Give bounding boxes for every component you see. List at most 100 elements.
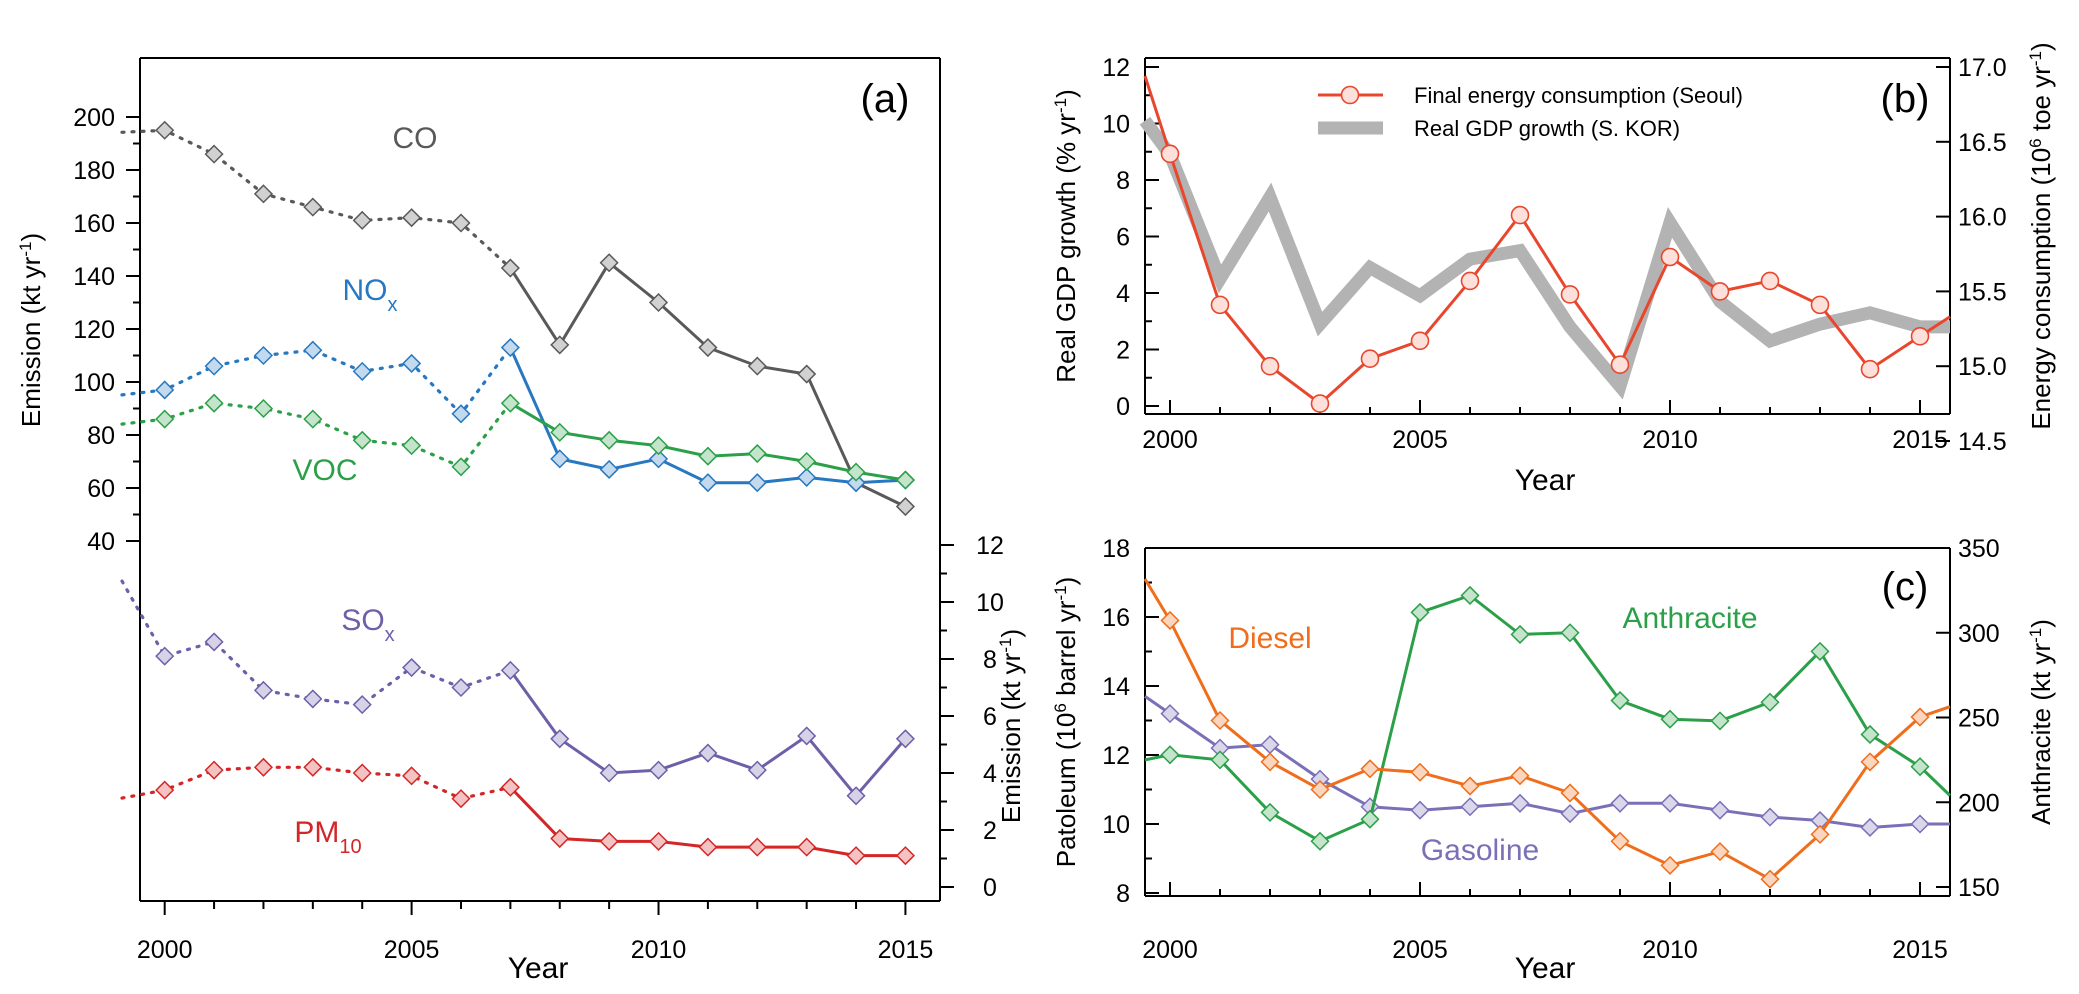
left-tick-label: 8 bbox=[1116, 167, 1130, 195]
point-gasoline bbox=[1510, 793, 1530, 813]
y-axis-left-label: Real GDP growth (% yr-1) bbox=[1051, 89, 1082, 383]
point-anthracite bbox=[1760, 692, 1780, 712]
point-anthracite bbox=[1810, 641, 1830, 661]
point-CO bbox=[451, 213, 471, 233]
point-CO bbox=[303, 197, 323, 217]
point-anthracite bbox=[1160, 745, 1180, 765]
point-anthracite bbox=[1710, 711, 1730, 731]
series-label-NOx: NOx bbox=[343, 274, 398, 316]
point-SOx bbox=[451, 677, 471, 698]
point-NOx bbox=[747, 473, 767, 493]
right-tick-label: 4 bbox=[983, 760, 997, 788]
point-CO bbox=[550, 335, 570, 355]
series-gdp-line bbox=[1139, 116, 1950, 400]
legend-energy-label: Final energy consumption (Seoul) bbox=[1414, 83, 1743, 108]
point-CO bbox=[648, 292, 669, 313]
point-SOx bbox=[204, 632, 224, 652]
right-tick-label: 6 bbox=[983, 703, 997, 731]
y-axis-left-label: Emission (kt yr-1) bbox=[16, 233, 47, 427]
series-CO-dotted bbox=[120, 128, 512, 270]
point-gasoline bbox=[1660, 793, 1680, 813]
series-label-anthracite: Anthracite bbox=[1622, 602, 1757, 635]
left-tick-label: 10 bbox=[1102, 111, 1130, 139]
legend-gdp-label: Real GDP growth (S. KOR) bbox=[1414, 116, 1680, 141]
point-SOx bbox=[747, 760, 767, 780]
point-NOx bbox=[797, 467, 817, 487]
left-tick-label: 18 bbox=[1102, 535, 1130, 563]
point-PM10 bbox=[797, 837, 817, 857]
point-NOx bbox=[204, 356, 224, 376]
point-anthracite bbox=[1260, 802, 1280, 822]
point-NOx bbox=[500, 337, 520, 358]
point-VOC bbox=[846, 462, 866, 482]
point-PM10 bbox=[648, 831, 669, 851]
point-anthracite bbox=[1610, 690, 1630, 711]
left-tick-label: 140 bbox=[73, 263, 115, 291]
point-NOx bbox=[698, 473, 718, 493]
left-tick-label: 120 bbox=[73, 316, 115, 344]
left-tick-label: 80 bbox=[87, 422, 115, 450]
y-axis-left-label: Patoleum (106 barrel yr-1) bbox=[1051, 577, 1082, 868]
point-energy bbox=[1460, 271, 1480, 291]
point-gasoline bbox=[1260, 735, 1280, 755]
point-diesel bbox=[1460, 776, 1480, 796]
point-gasoline bbox=[1760, 807, 1780, 827]
point-gasoline bbox=[1860, 817, 1880, 838]
right-tick-label: 2 bbox=[983, 817, 997, 845]
point-energy bbox=[1210, 295, 1230, 315]
panel-c: 8 10 12 14 16 18 150 200 250 300 350 2000 2005 2010 20… bbox=[1051, 535, 2057, 985]
point-anthracite bbox=[1460, 585, 1480, 606]
legend-energy-marker bbox=[1340, 85, 1360, 105]
x-tick-label: 2010 bbox=[631, 936, 687, 964]
point-CO bbox=[155, 120, 175, 140]
series-diesel-line bbox=[1143, 578, 1951, 882]
left-tick-label: 100 bbox=[73, 369, 115, 397]
point-gasoline bbox=[1410, 800, 1430, 820]
point-PM10 bbox=[846, 846, 866, 866]
point-PM10 bbox=[204, 760, 224, 780]
point-CO bbox=[747, 356, 767, 376]
point-SOx bbox=[895, 729, 915, 749]
point-energy bbox=[1360, 349, 1380, 369]
point-diesel bbox=[1510, 766, 1530, 786]
point-diesel bbox=[1710, 842, 1730, 862]
series-energy-line bbox=[1143, 75, 1951, 406]
series-PM10-dotted bbox=[120, 765, 512, 801]
point-VOC bbox=[500, 393, 520, 413]
y-axis-right-label: Energy consumption (106 toe yr-1) bbox=[2026, 42, 2057, 429]
point-PM10 bbox=[155, 780, 175, 800]
point-CO bbox=[895, 496, 915, 517]
point-VOC bbox=[352, 430, 372, 450]
point-CO bbox=[253, 184, 274, 204]
point-SOx bbox=[402, 657, 422, 678]
point-energy bbox=[1610, 355, 1630, 375]
point-diesel bbox=[1560, 783, 1580, 803]
point-NOx bbox=[253, 345, 274, 366]
point-anthracite bbox=[1410, 602, 1430, 622]
point-diesel bbox=[1810, 824, 1830, 844]
point-PM10 bbox=[402, 766, 422, 786]
point-SOx bbox=[352, 695, 372, 715]
series-anthracite-line bbox=[1144, 593, 1952, 843]
point-energy bbox=[1410, 331, 1430, 351]
right-tick-label: 12 bbox=[976, 532, 1004, 560]
series-SOx-solid bbox=[509, 669, 907, 799]
panel-label: (a) bbox=[861, 77, 910, 121]
y-axis-right-label: Emission (kt yr-1) bbox=[996, 629, 1027, 823]
series-VOC-dotted bbox=[120, 401, 512, 469]
x-tick-label: 2000 bbox=[137, 936, 193, 964]
panel-label: (c) bbox=[1882, 565, 1929, 609]
y-axis-right-label: Anthracite (kt yr-1) bbox=[2026, 619, 2057, 825]
point-NOx bbox=[352, 361, 372, 381]
point-energy bbox=[1310, 394, 1330, 413]
x-tick-label: 2005 bbox=[384, 936, 440, 964]
right-tick-label: 8 bbox=[983, 646, 997, 674]
point-gasoline bbox=[1910, 814, 1930, 834]
right-tick-label: 14.5 bbox=[1958, 428, 2007, 456]
point-VOC bbox=[204, 393, 224, 413]
point-SOx bbox=[155, 646, 175, 666]
point-gasoline bbox=[1560, 804, 1580, 824]
right-tick-label: 250 bbox=[1958, 705, 2000, 733]
point-diesel bbox=[1260, 752, 1280, 772]
